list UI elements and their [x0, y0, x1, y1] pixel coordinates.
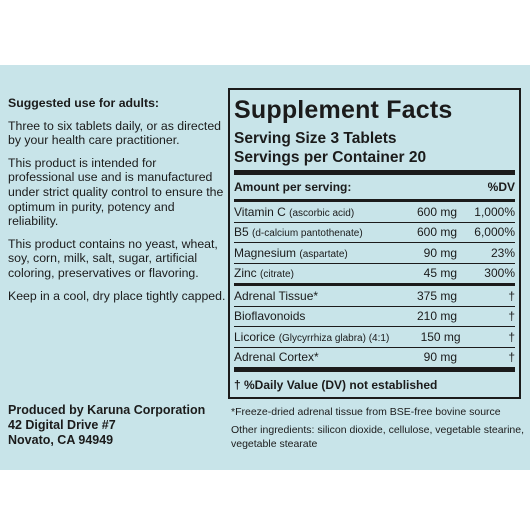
nutrient-name-cell: Adrenal Tissue* [234, 289, 381, 303]
usage-column: Suggested use for adults: Three to six t… [8, 96, 226, 311]
nutrient-name-cell: Licorice (Glycyrrhiza glabra) (4:1) [234, 330, 389, 344]
dv-header: %DV [487, 180, 515, 194]
nutrient-detail: (Glycyrrhiza glabra) (4:1) [278, 332, 390, 344]
amount: 375 mg [416, 288, 457, 303]
nutrient-row: Bioflavonoids 210 mg † [234, 305, 515, 327]
producer-line: Novato, CA 94949 [8, 433, 114, 447]
amount: 90 mg [423, 245, 457, 260]
notes: *Freeze-dried adrenal tissue from BSE-fr… [231, 405, 526, 455]
nutrient-name: Zinc [234, 266, 257, 281]
daily-value: † [508, 309, 515, 324]
nutrient-name: Magnesium [234, 245, 297, 260]
note: *Freeze-dried adrenal tissue from BSE-fr… [231, 406, 501, 418]
nutrient-name-cell: Magnesium (aspartate) [234, 246, 381, 260]
nutrient-row: B5 (d-calcium pantothenate) 600 mg 6,000% [234, 221, 515, 243]
divider [234, 199, 515, 202]
nutrient-name: B5 [234, 225, 249, 240]
amount: 600 mg [416, 204, 457, 219]
nutrient-name-cell: Vitamin C (ascorbic acid) [234, 205, 381, 219]
paragraph: This product contains no yeast, wheat, s… [8, 236, 218, 280]
amount: 600 mg [416, 225, 457, 240]
nutrient-name-cell: Adrenal Cortex* [234, 350, 381, 364]
paragraph: Three to six tablets daily, or as direct… [8, 118, 222, 148]
daily-value: † [508, 329, 515, 344]
supplement-facts: Supplement Facts Serving Size 3 Tablets … [228, 88, 521, 399]
note: Other ingredients: silicon dioxide, cell… [231, 423, 525, 451]
usage-heading: Suggested use for adults: [8, 96, 159, 110]
amount: 90 mg [423, 350, 457, 365]
nutrient-name: Vitamin C [234, 204, 286, 219]
nutrient-row: Vitamin C (ascorbic acid) 600 mg 1,000% [234, 202, 515, 222]
nutrient-detail: (ascorbic acid) [289, 207, 355, 219]
amount: 45 mg [423, 266, 457, 281]
serving-size: Serving Size 3 Tablets [234, 130, 397, 147]
nutrient-name: Bioflavonoids [234, 309, 306, 324]
paragraph: Keep in a cool, dry place tightly capped… [8, 288, 226, 303]
nutrient-name-cell: Bioflavonoids [234, 309, 381, 323]
nutrient-row: Magnesium (aspartate) 90 mg 23% [234, 242, 515, 263]
header-row: Amount per serving: %DV [234, 175, 515, 199]
nutrient-group: Vitamin C (ascorbic acid) 600 mg 1,000% B5 … [234, 202, 515, 283]
nutrient-name-cell: B5 (d-calcium pantothenate) [234, 225, 381, 239]
dv-footnote: † %Daily Value (DV) not established [234, 378, 438, 392]
nutrient-row: Adrenal Tissue* 375 mg † [234, 286, 515, 306]
nutrient-row: Licorice (Glycyrrhiza glabra) (4:1) 150 m… [234, 326, 515, 347]
daily-value: 23% [490, 245, 515, 260]
nutrient-row: Zinc (citrate) 45 mg 300% [234, 262, 515, 284]
nutrient-detail: (aspartate) [299, 248, 348, 260]
nutrient-row: Adrenal Cortex* 90 mg † [234, 346, 515, 368]
producer: Produced by Karuna Corporation 42 Digita… [8, 403, 205, 448]
nutrient-name-cell: Zinc (citrate) [234, 266, 381, 280]
divider [234, 170, 515, 175]
nutrient-detail: (citrate) [260, 269, 294, 281]
divider [234, 367, 515, 372]
daily-value: † [508, 350, 515, 365]
amount: 210 mg [416, 309, 457, 324]
servings-per-container: Servings per Container 20 [234, 149, 427, 166]
facts-title: Supplement Facts [234, 96, 453, 124]
nutrient-group: Adrenal Tissue* 375 mg † Bioflavonoids 210 m… [234, 286, 515, 367]
divider [234, 283, 515, 286]
nutrient-name: Licorice [234, 329, 276, 344]
paragraph: This product is intended for professiona… [8, 155, 224, 229]
amount-header: Amount per serving: [234, 180, 352, 194]
nutrient-name: Adrenal Cortex* [234, 350, 319, 365]
nutrient-detail: (d-calcium pantothenate) [252, 228, 363, 240]
daily-value: 6,000% [474, 225, 515, 240]
daily-value: 1,000% [474, 204, 515, 219]
producer-line: Produced by Karuna Corporation [8, 403, 206, 417]
nutrient-name: Adrenal Tissue* [234, 288, 319, 303]
daily-value: 300% [484, 266, 515, 281]
daily-value: † [508, 288, 515, 303]
producer-line: 42 Digital Drive #7 [8, 418, 116, 432]
label-background [0, 65, 530, 470]
amount: 150 mg [420, 329, 461, 344]
